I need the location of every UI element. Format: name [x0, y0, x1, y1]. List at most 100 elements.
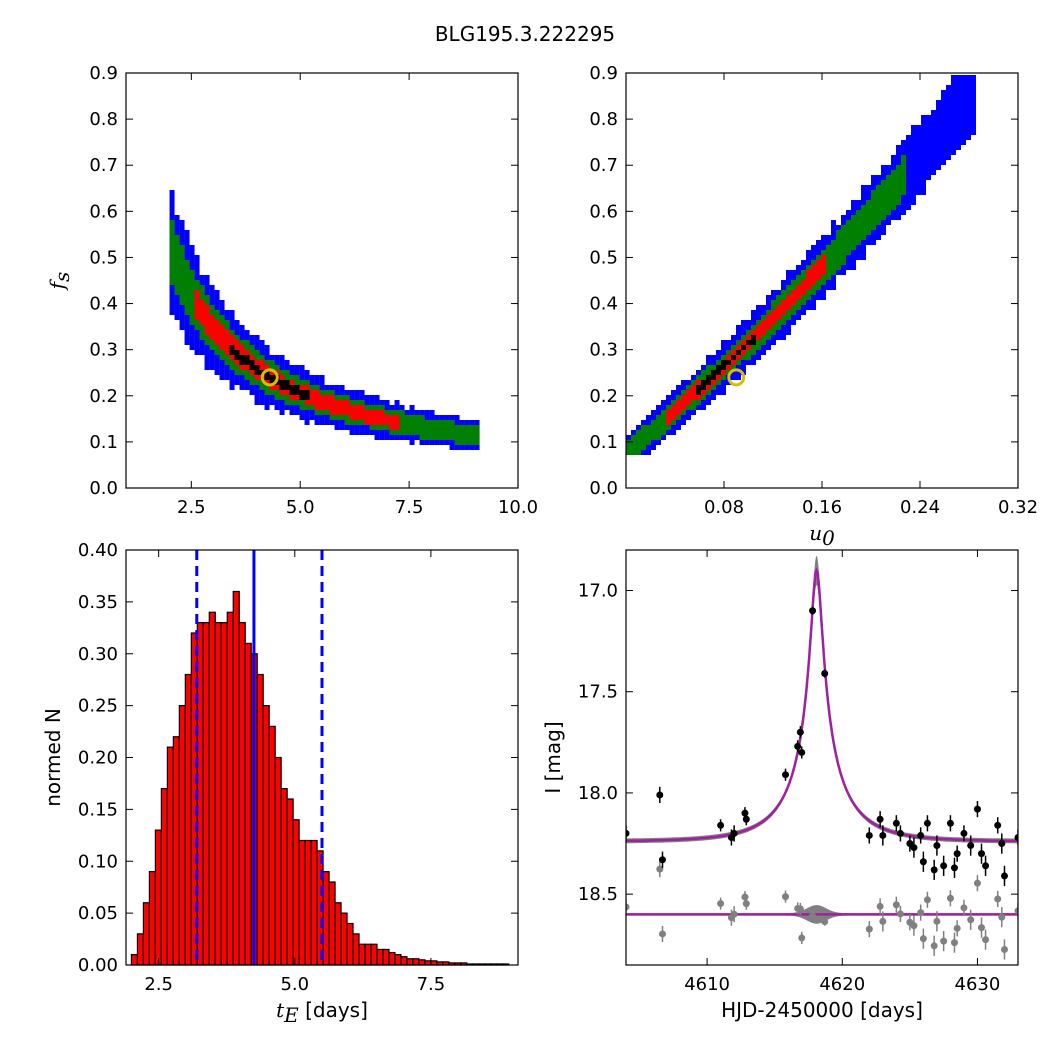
posterior-cell: [936, 115, 941, 120]
posterior-cell: [274, 360, 280, 365]
posterior-cell: [394, 415, 400, 420]
posterior-cell: [384, 430, 390, 435]
posterior-cell: [836, 255, 841, 260]
posterior-cell: [294, 375, 300, 380]
posterior-cell: [701, 390, 706, 395]
posterior-cell: [786, 300, 791, 305]
posterior-cell: [364, 430, 370, 435]
histogram-bar: [262, 705, 270, 966]
posterior-cell: [931, 145, 936, 150]
posterior-cell: [861, 225, 866, 230]
posterior-cell: [896, 190, 901, 195]
posterior-cell: [871, 215, 876, 220]
posterior-cell: [169, 295, 175, 300]
x-tick-label: 5.0: [280, 974, 309, 995]
residual-point: [892, 901, 900, 909]
posterior-cell: [956, 125, 961, 130]
posterior-cell: [194, 300, 200, 305]
posterior-cell: [194, 310, 200, 315]
posterior-cell: [671, 420, 676, 425]
posterior-cell: [661, 415, 666, 420]
data-point: [782, 771, 790, 779]
posterior-cell: [229, 325, 235, 330]
posterior-cell: [631, 445, 636, 450]
posterior-cell: [169, 305, 175, 310]
posterior-cell: [269, 380, 275, 385]
posterior-cell: [946, 105, 951, 110]
posterior-cell: [926, 145, 931, 150]
posterior-cell: [234, 355, 240, 360]
posterior-cell: [971, 75, 976, 80]
posterior-cell: [941, 150, 946, 155]
posterior-cell: [816, 250, 821, 255]
posterior-cell: [269, 360, 275, 365]
posterior-cell: [766, 340, 771, 345]
posterior-cell: [721, 345, 726, 350]
posterior-cell: [299, 395, 305, 400]
posterior-cell: [901, 165, 906, 170]
posterior-cell: [449, 420, 455, 425]
posterior-cell: [851, 200, 856, 205]
posterior-cell: [761, 315, 766, 320]
posterior-cell: [254, 360, 260, 365]
posterior-cell: [224, 310, 230, 315]
posterior-cell: [886, 185, 891, 190]
residual-point: [998, 913, 1006, 921]
data-point: [978, 850, 986, 858]
posterior-cell: [731, 370, 736, 375]
residual-point: [796, 905, 804, 913]
posterior-cell: [756, 340, 761, 345]
posterior-cell: [831, 230, 836, 235]
posterior-cell: [971, 80, 976, 85]
posterior-cell: [741, 365, 746, 370]
posterior-cell: [444, 440, 450, 445]
posterior-cell: [409, 420, 415, 425]
posterior-cell: [746, 320, 751, 325]
posterior-cell: [921, 145, 926, 150]
posterior-cell: [234, 335, 240, 340]
y-tick-label: 0.6: [89, 201, 118, 222]
posterior-cell: [646, 415, 651, 420]
posterior-cell: [726, 345, 731, 350]
posterior-cell: [174, 270, 180, 275]
posterior-cell: [319, 380, 325, 385]
posterior-cell: [896, 155, 901, 160]
posterior-cell: [881, 220, 886, 225]
x-tick-label: 2.5: [177, 497, 206, 518]
posterior-cell: [761, 305, 766, 310]
posterior-cell: [686, 385, 691, 390]
posterior-cell: [756, 350, 761, 355]
posterior-cell: [916, 150, 921, 155]
posterior-cell: [284, 395, 290, 400]
posterior-cell: [661, 405, 666, 410]
residual-point: [940, 937, 948, 945]
posterior-cell: [219, 325, 225, 330]
posterior-cell: [691, 395, 696, 400]
x-tick-label: 0.08: [704, 497, 744, 518]
posterior-cell: [906, 190, 911, 195]
posterior-cell: [856, 250, 861, 255]
posterior-cell: [766, 300, 771, 305]
posterior-cell: [656, 420, 661, 425]
posterior-cell: [906, 185, 911, 190]
posterior-cell: [901, 175, 906, 180]
posterior-cell: [866, 225, 871, 230]
posterior-cell: [691, 385, 696, 390]
posterior-cell: [796, 305, 801, 310]
posterior-cell: [234, 340, 240, 345]
posterior-cell: [224, 345, 230, 350]
posterior-cell: [736, 325, 741, 330]
posterior-cell: [821, 240, 826, 245]
posterior-cell: [429, 425, 435, 430]
posterior-cell: [399, 415, 405, 420]
posterior-cell: [444, 435, 450, 440]
posterior-cell: [761, 350, 766, 355]
posterior-cell: [219, 320, 225, 325]
posterior-cell: [169, 260, 175, 265]
posterior-cell: [194, 330, 200, 335]
posterior-cell: [299, 405, 305, 410]
posterior-cell: [841, 235, 846, 240]
residual-point: [946, 894, 954, 902]
residual-point: [876, 902, 884, 910]
posterior-cell: [761, 345, 766, 350]
